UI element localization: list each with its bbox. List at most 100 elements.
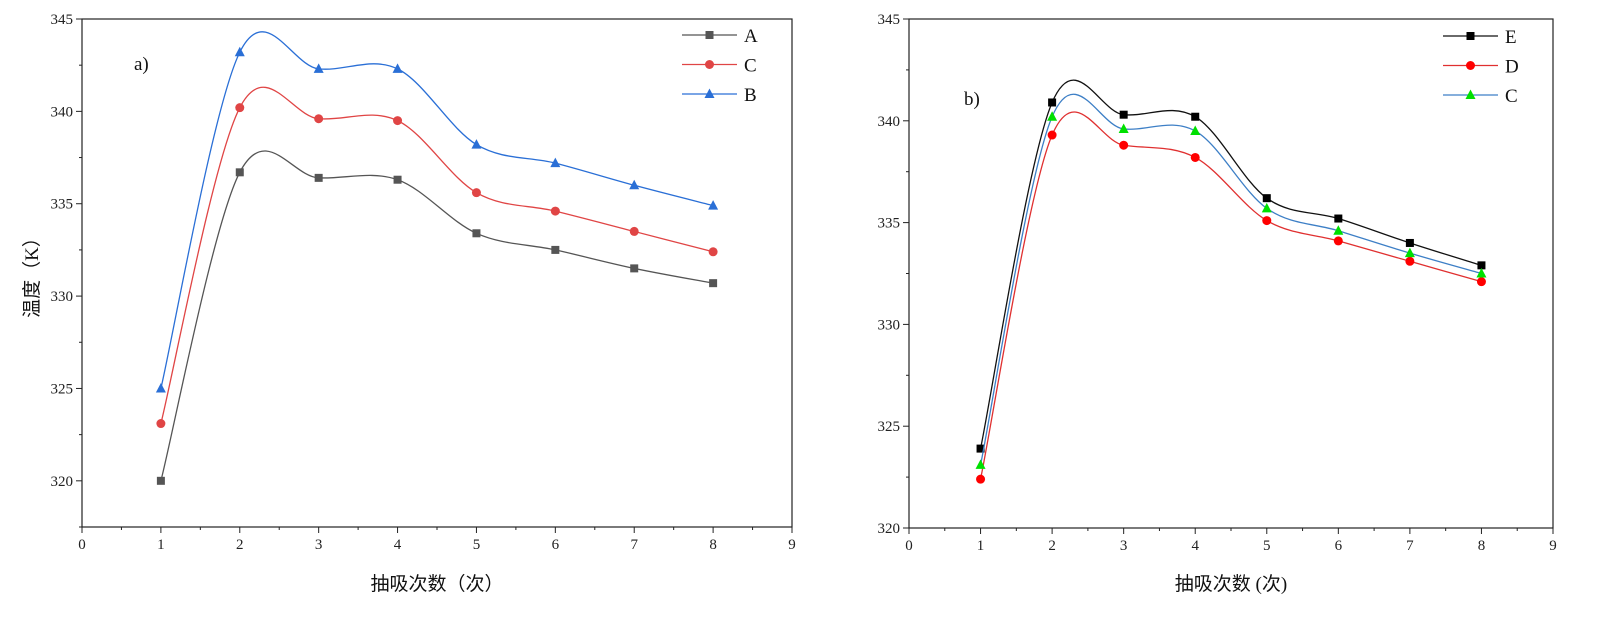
data-point-square [1191,112,1200,121]
data-point-circle [976,474,986,484]
x-tick-label: 3 [315,537,323,553]
x-tick-label: 6 [552,537,560,553]
data-point-circle [471,188,481,198]
data-point-triangle [550,157,561,168]
data-point-circle [1262,216,1272,226]
legend-item: B [682,85,757,106]
y-tick-label: 345 [878,12,901,28]
series-line [979,111,1482,480]
data-point-triangle [704,88,715,98]
data-point-circle [156,419,166,429]
x-tick-label: 5 [1263,538,1271,554]
data-point-triangle [1118,123,1129,133]
y-tick-label: 320 [51,474,74,490]
x-tick-label: 8 [709,537,717,553]
series-line [979,93,1482,466]
x-tick-label: 3 [1120,538,1128,554]
x-tick-label: 5 [473,537,481,553]
data-point-circle [314,114,324,124]
x-tick-label: 0 [905,538,913,554]
x-tick-label: 9 [788,537,796,553]
y-tick-label: 340 [51,104,74,120]
y-tick-label: 330 [878,317,901,333]
data-point-triangle [1333,225,1344,235]
data-point-triangle [708,200,719,210]
data-point-triangle [313,63,324,73]
legend-item: C [1443,86,1518,107]
y-tick-label: 335 [878,216,901,232]
y-tick-label: 330 [51,289,74,305]
data-point-circle [1190,152,1200,162]
data-point-triangle [392,63,403,73]
data-point-circle [1119,140,1129,150]
data-point-triangle [471,139,482,149]
legend-item: C [682,56,757,77]
y-tick-label: 345 [51,12,74,28]
legend-item: D [1443,57,1519,78]
legend-label: C [1505,86,1518,107]
series-line [160,86,714,424]
data-point-square [1048,98,1057,107]
data-point-square [393,175,402,184]
data-point-triangle [1476,268,1487,278]
y-tick-label: 325 [878,419,901,435]
data-point-square [1334,214,1343,223]
data-point-triangle [975,459,986,469]
data-point-circle [708,247,718,257]
data-point-circle [1476,277,1486,287]
data-point-triangle [155,382,166,393]
data-point-square [1262,194,1271,203]
x-tick-label: 4 [1191,538,1199,554]
legend-label: B [744,85,757,106]
data-point-square [709,279,718,288]
x-tick-label: 0 [78,537,86,553]
series-line [160,31,714,389]
y-axis-label: 温度（K） [21,228,43,318]
series-E [976,79,1486,453]
data-point-circle [235,103,245,113]
series-line [160,150,714,481]
series-B [155,31,719,393]
data-point-circle [629,226,639,236]
plot-frame [81,18,793,528]
data-point-square [1119,110,1128,119]
data-point-square [630,264,639,273]
data-point-triangle [1465,89,1476,99]
x-tick-label: 6 [1335,538,1343,554]
legend-item: E [1443,27,1517,48]
data-point-circle [1333,236,1343,246]
data-point-circle [705,60,714,69]
data-point-triangle [629,179,640,190]
y-tick-label: 325 [51,381,74,397]
series-D [976,111,1486,484]
data-point-square [314,173,323,182]
data-point-triangle [1261,202,1272,213]
x-tick-label: 8 [1478,538,1486,554]
data-point-circle [1047,130,1057,140]
data-point-square [976,444,985,453]
x-tick-label: 2 [236,537,244,553]
x-tick-label: 1 [977,538,985,554]
legend-label: A [744,26,758,47]
data-point-circle [393,116,403,126]
data-point-circle [550,206,560,216]
panel-a: 0 1 2 3 4 5 6 7 8 9320325330335340345抽吸次数（次）温度（K）… [21,12,796,595]
series-C [156,86,718,429]
data-point-triangle [1047,111,1058,121]
data-point-square [551,245,560,254]
y-tick-label: 320 [878,521,901,537]
legend-item: A [682,26,758,47]
data-point-triangle [1404,247,1415,258]
x-tick-label: 9 [1549,538,1557,554]
legend-label: C [744,56,757,77]
data-point-square [156,476,165,485]
legend-label: E [1505,27,1517,48]
data-point-square [235,168,244,177]
x-tick-label: 7 [1406,538,1414,554]
data-point-square [472,229,481,238]
data-point-circle [1405,256,1415,266]
series-C [975,93,1487,469]
x-tick-label: 1 [157,537,165,553]
